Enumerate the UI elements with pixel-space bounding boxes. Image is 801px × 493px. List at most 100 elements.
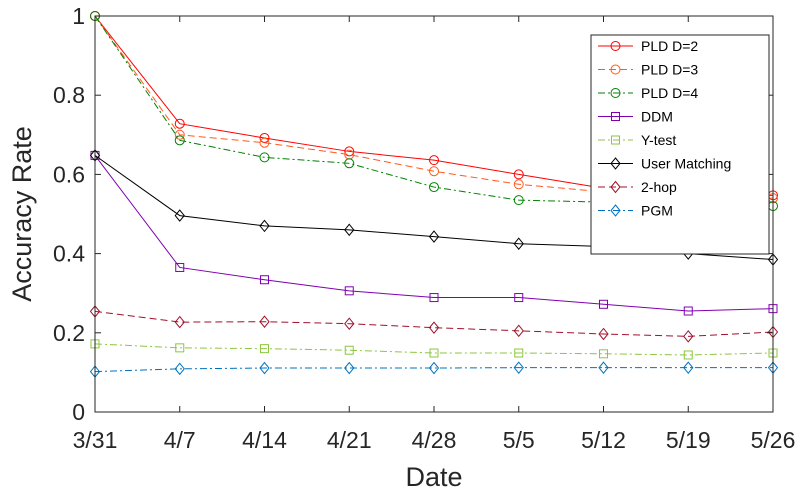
data-point-user-matching [428,230,440,243]
legend-marker [610,88,621,98]
legend-item-pgm: PGM [598,203,673,219]
legend-label: PLD D=3 [641,62,698,78]
data-point-2-hop [513,324,524,338]
data-point-y-test [344,345,354,355]
data-point-y-test [599,349,608,359]
data-point-y-test [429,348,439,358]
data-point-user-matching [513,237,524,250]
data-point-y-test [683,350,693,360]
legend-label: PLD D=4 [641,85,698,101]
legend-box [590,34,770,255]
data-point-pld-d-3 [259,137,270,148]
data-point-pld-d-4 [259,152,270,163]
data-point-pld-d-3 [429,166,439,177]
legend-item-ddm: DDM [598,109,673,125]
data-point-ddm [260,275,269,285]
legend-label: PGM [641,203,673,219]
data-point-pgm [683,361,694,374]
data-point-2-hop [259,315,270,329]
legend-marker [610,41,621,51]
x-tick-label: 3/31 [73,427,118,453]
legend-marker [611,112,620,121]
x-tick-label: 4/21 [327,427,372,453]
y-tick-label: 0.4 [53,241,85,267]
data-point-pgm [428,361,440,375]
legend-marker [610,204,621,217]
legend-items: PLD D=2 PLD D=3 PLD D=4 DDM Y-test User Match… [598,38,731,219]
data-point-2-hop [683,330,694,343]
legend-item-pld-d-4: PLD D=4 [598,85,698,101]
data-point-pld-d-4 [344,158,355,169]
legend-marker [610,180,621,194]
y-tick-label: 0.2 [53,320,85,346]
data-point-ddm [683,306,693,316]
data-point-pgm [259,361,270,375]
y-axis-ticks: 0 0.2 0.4 0.6 0.8 1 [53,3,773,425]
x-tick-label: 4/28 [412,427,457,453]
y-axis-label: Accuracy Rate [7,126,37,302]
x-axis-ticks: 3/31 4/7 4/14 4/21 4/28 5/5 5/12 5/19 5/26 [73,16,796,453]
data-point-pgm [344,361,355,375]
x-tick-label: 5/26 [751,427,796,453]
x-tick-label: 5/19 [666,427,711,453]
data-point-pgm [598,361,609,374]
legend-item-2-hop: 2-hop [598,179,677,195]
legend: PLD D=2 PLD D=3 PLD D=4 DDM Y-test User Match… [590,34,770,255]
data-point-pld-d-3 [174,129,185,140]
data-point-pld-d-2 [344,146,355,157]
series-line-2-hop [94,310,774,337]
x-tick-label: 4/7 [164,427,196,453]
legend-marker [610,64,621,75]
series-pgm [89,361,779,378]
y-tick-label: 0.6 [53,161,85,187]
data-point-2-hop [598,327,609,341]
data-point-pld-d-4 [429,182,439,193]
series-line-pgm [94,367,773,373]
series-ddm [90,150,778,316]
data-point-pld-d-2 [174,118,185,129]
data-point-y-test [175,343,185,353]
data-point-pld-d-4 [174,135,185,146]
series-2-hop [89,305,779,343]
y-tick-label: 0 [72,399,85,425]
data-point-user-matching [259,219,270,233]
legend-label: PLD D=2 [641,38,698,54]
y-tick-label: 1 [72,3,85,29]
legend-item-pld-d-2: PLD D=2 [598,38,698,54]
series-line-y-test [94,343,774,356]
legend-label: DDM [641,109,673,125]
x-tick-label: 5/5 [503,427,535,453]
legend-marker [610,157,621,170]
y-tick-label: 0.8 [53,82,85,108]
data-point-pld-d-2 [429,155,439,166]
data-point-ddm [514,293,524,303]
data-point-2-hop [428,321,440,334]
legend-item-user-matching: User Matching [598,156,731,172]
data-point-pld-d-2 [513,169,524,180]
data-point-ddm [175,262,185,272]
legend-marker [611,135,620,145]
data-point-ddm [429,293,439,303]
data-point-ddm [344,286,354,296]
x-axis-label: Date [405,462,462,492]
legend-label: User Matching [641,156,731,172]
data-point-user-matching [174,209,185,222]
legend-item-y-test: Y-test [598,132,676,148]
series-line-ddm [94,155,774,312]
legend-label: 2-hop [641,179,677,195]
data-point-2-hop [344,317,355,330]
data-point-y-test [260,344,269,354]
series-y-test [90,339,778,360]
data-point-ddm [599,299,608,309]
data-point-2-hop [174,315,185,329]
legend-item-pld-d-3: PLD D=3 [598,62,698,78]
data-point-pgm [513,361,524,374]
x-tick-label: 4/14 [242,427,287,453]
data-point-pld-d-3 [513,179,524,190]
data-point-pld-d-4 [513,195,524,206]
legend-label: Y-test [641,132,676,148]
data-point-pgm [174,362,185,376]
x-tick-label: 5/12 [581,427,626,453]
data-point-user-matching [344,223,355,237]
